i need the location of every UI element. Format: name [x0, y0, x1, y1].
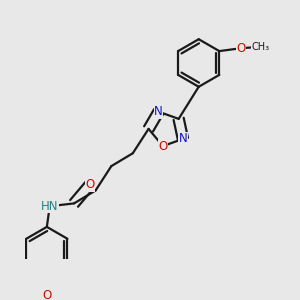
Text: O: O: [236, 42, 245, 55]
Text: HN: HN: [41, 200, 58, 213]
Text: O: O: [85, 178, 94, 191]
Text: O: O: [42, 290, 52, 300]
Text: N: N: [154, 105, 163, 118]
Text: CH₃: CH₃: [252, 42, 270, 52]
Text: O: O: [158, 140, 167, 153]
Text: N: N: [178, 132, 187, 146]
